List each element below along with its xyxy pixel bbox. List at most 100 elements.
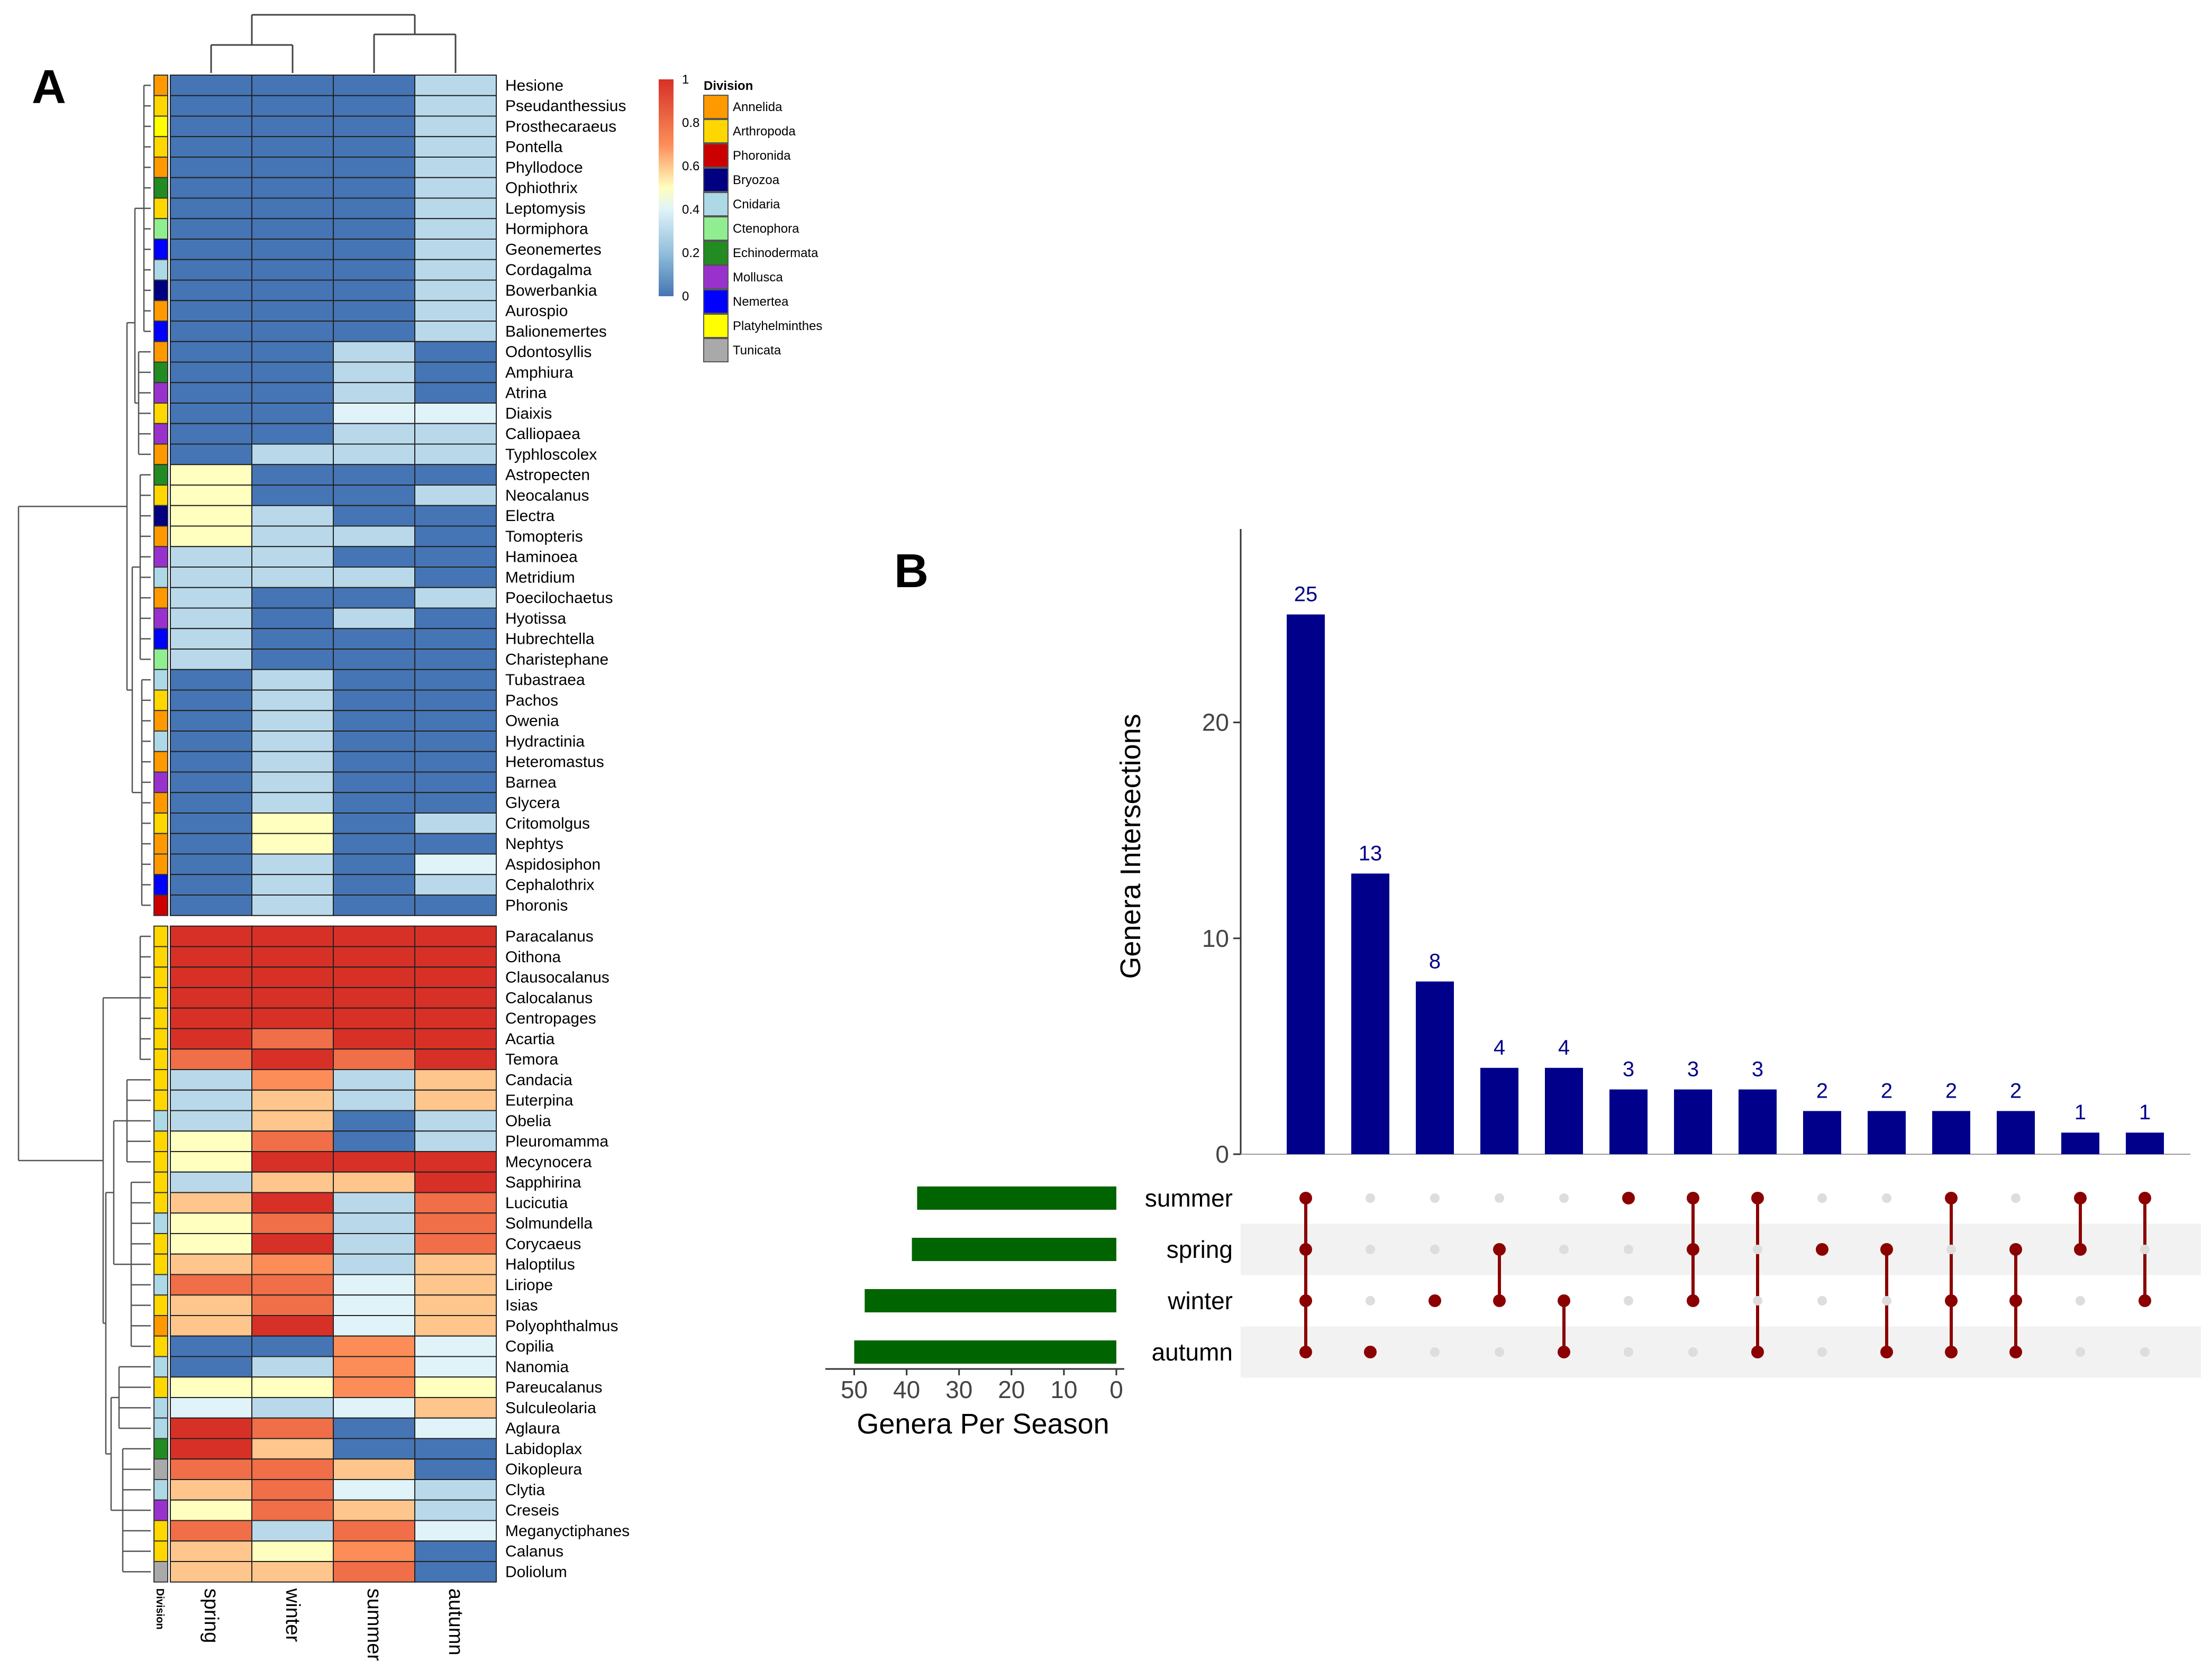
- heatmap-cell: [251, 403, 334, 424]
- heatmap-cell: [333, 197, 415, 220]
- heatmap-cell: [251, 1089, 334, 1111]
- matrix-dot-active: [1816, 1243, 1828, 1256]
- heatmap-cell: [333, 1233, 415, 1255]
- heatmap-cell: [251, 1274, 334, 1296]
- heatmap-cell: [414, 1397, 497, 1419]
- intersection-bar-label: 2: [2010, 1079, 2022, 1102]
- row-label: Euterpina: [505, 1092, 574, 1109]
- heatmap-cell: [251, 382, 334, 404]
- heatmap-cell: [251, 1540, 334, 1562]
- heatmap-cell: [414, 341, 497, 363]
- row-label: Phoronis: [505, 897, 568, 914]
- heatmap-cell: [333, 1397, 415, 1419]
- heatmap-cell: [170, 751, 252, 773]
- division-annotation-cell: [153, 628, 168, 650]
- intersection-bar-label: 3: [1623, 1058, 1634, 1081]
- set-size-x-tick-label: 50: [841, 1376, 868, 1403]
- row-label: Geonemertes: [505, 241, 602, 258]
- matrix-dot-inactive: [1817, 1347, 1827, 1357]
- row-label: Temora: [505, 1051, 558, 1069]
- heatmap-cell: [414, 1356, 497, 1378]
- matrix-dot-inactive: [1688, 1347, 1698, 1357]
- heatmap-cell: [414, 1274, 497, 1296]
- heatmap-cell: [170, 1294, 252, 1316]
- division-swatch: [703, 95, 729, 119]
- matrix-dot-inactive: [1430, 1245, 1440, 1254]
- intersection-bar-label: 25: [1294, 583, 1318, 606]
- matrix-dot-inactive: [1946, 1245, 1956, 1254]
- heatmap-cell: [251, 321, 334, 342]
- division-annotation-cell: [153, 197, 168, 220]
- division-annotation-cell: [153, 1561, 168, 1583]
- heatmap-cell: [251, 525, 334, 547]
- colorbar-tick-label: 0.6: [682, 159, 699, 174]
- matrix-dot-inactive: [1624, 1347, 1633, 1357]
- matrix-dot-inactive: [1495, 1193, 1504, 1203]
- division-annotation-cell: [153, 525, 168, 547]
- matrix-dot-inactive: [1882, 1193, 1891, 1203]
- row-label: Haminoea: [505, 549, 578, 566]
- heatmap-cell: [333, 361, 415, 384]
- division-annotation-cell: [153, 403, 168, 424]
- heatmap-cell: [251, 115, 334, 138]
- division-annotation-cell: [153, 75, 168, 96]
- heatmap-cell: [414, 1069, 497, 1091]
- heatmap-cell: [170, 1028, 252, 1050]
- heatmap-cell: [170, 628, 252, 650]
- heatmap-cell: [170, 987, 252, 1009]
- row-label: Nephtys: [505, 835, 563, 853]
- intersection-bar-label: 3: [1752, 1058, 1763, 1081]
- heatmap-cell: [251, 587, 334, 609]
- division-annotation-cell: [153, 567, 168, 588]
- division-swatch: [703, 314, 729, 338]
- heatmap-cell: [414, 177, 497, 199]
- division-annotation-cell: [153, 218, 168, 240]
- heatmap-cell: [414, 279, 497, 302]
- matrix-dot-inactive: [1559, 1245, 1569, 1254]
- matrix-dot-active: [2139, 1192, 2151, 1204]
- heatmap-cell: [333, 853, 415, 875]
- matrix-dot-active: [1558, 1294, 1570, 1307]
- column-label: spring: [200, 1588, 222, 1644]
- heatmap-cell: [251, 95, 334, 117]
- heatmap-cell: [333, 1192, 415, 1214]
- intersection-bar-label: 8: [1429, 949, 1441, 973]
- heatmap-cell: [170, 75, 252, 96]
- row-label: Ophiothrix: [505, 179, 578, 197]
- heatmap-cell: [170, 689, 252, 711]
- heatmap-cell: [414, 1540, 497, 1562]
- matrix-dot-inactive: [1430, 1347, 1440, 1357]
- heatmap-cell: [333, 1110, 415, 1132]
- row-label: Candacia: [505, 1071, 572, 1089]
- division-annotation-cell: [153, 1233, 168, 1255]
- division-annotation-cell: [153, 485, 168, 506]
- heatmap-cell: [170, 485, 252, 506]
- heatmap-cell: [251, 1233, 334, 1255]
- heatmap-cell: [170, 649, 252, 670]
- intersection-bar: [1674, 1089, 1712, 1154]
- division-annotation-cell: [153, 259, 168, 281]
- heatmap-cell: [414, 157, 497, 178]
- heatmap-cell: [251, 812, 334, 834]
- heatmap-cell: [251, 1520, 334, 1542]
- annotation-column-label: Division: [154, 1588, 166, 1630]
- matrix-dot-inactive: [1559, 1193, 1569, 1203]
- heatmap-cell: [414, 1007, 497, 1029]
- heatmap-cell: [170, 587, 252, 609]
- heatmap-cell: [333, 1089, 415, 1111]
- matrix-dot-inactive: [2140, 1347, 2150, 1357]
- heatmap-cell: [251, 1171, 334, 1193]
- heatmap-cell: [333, 1151, 415, 1173]
- heatmap-cell: [251, 649, 334, 670]
- division-annotation-cell: [153, 1069, 168, 1091]
- heatmap-cell: [251, 1458, 334, 1480]
- intersection-bar: [1287, 614, 1325, 1154]
- heatmap-cell: [251, 1438, 334, 1460]
- division-annotation-cell: [153, 1089, 168, 1111]
- division-annotation-cell: [153, 95, 168, 117]
- row-label: Hesione: [505, 77, 563, 94]
- heatmap-cell: [170, 115, 252, 138]
- heatmap-cell: [333, 505, 415, 527]
- row-label: Oikopleura: [505, 1461, 582, 1478]
